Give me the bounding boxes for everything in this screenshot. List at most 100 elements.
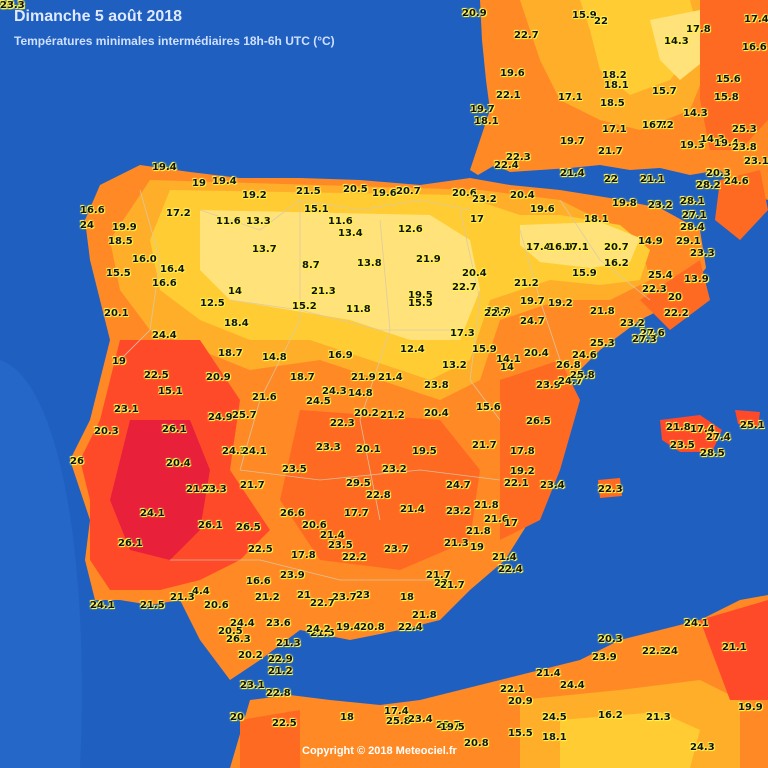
station-temperature-label: 18.9 <box>486 306 511 317</box>
station-temperature-label: 22.3 <box>506 152 531 163</box>
station-temperature-label: 24.5 <box>542 712 567 723</box>
station-temperature-label: 21 <box>297 590 311 601</box>
station-temperature-label: 17.8 <box>291 550 316 561</box>
station-temperature-label: 22.5 <box>272 718 297 729</box>
station-temperature-label: 21.5 <box>296 186 321 197</box>
station-temperature-label: 12.4 <box>400 344 425 355</box>
station-temperature-label: 21.8 <box>474 500 499 511</box>
station-temperature-label: 23.7 <box>384 544 409 555</box>
station-temperature-label: 19.7 <box>470 104 495 115</box>
station-temperature-label: 24.5 <box>306 396 331 407</box>
station-temperature-label: 19.4 <box>714 138 739 149</box>
station-temperature-label: 29.5 <box>346 478 371 489</box>
station-temperature-label: 15.9 <box>472 344 497 355</box>
station-temperature-label: 19.3 <box>680 140 705 151</box>
station-temperature-label: 22.1 <box>500 684 525 695</box>
station-temperature-label: 20.7 <box>604 242 629 253</box>
station-temperature-label: 20 <box>668 292 682 303</box>
station-temperature-label: 23 <box>356 590 370 601</box>
station-temperature-label: 24.2 <box>306 624 331 635</box>
station-temperature-label: 15.1 <box>158 386 183 397</box>
station-temperature-label: 21.3 <box>170 592 195 603</box>
station-temperature-label: 17.3 <box>450 328 475 339</box>
station-temperature-label: 19.7 <box>520 296 545 307</box>
station-temperature-label: 20.3 <box>706 168 731 179</box>
station-temperature-label: 19.6 <box>372 188 397 199</box>
station-temperature-label: 25.4 <box>648 270 673 281</box>
station-temperature-label: 24.3 <box>322 386 347 397</box>
station-temperature-label: 26.6 <box>280 508 305 519</box>
station-temperature-label: 17.1 <box>558 92 583 103</box>
station-temperature-label: 22.3 <box>330 418 355 429</box>
station-temperature-label: 17.8 <box>510 446 535 457</box>
station-temperature-label: 16.9 <box>328 350 353 361</box>
station-temperature-label: 23.5 <box>328 540 353 551</box>
station-temperature-label: 24.4 <box>152 330 177 341</box>
station-temperature-label: 24.3 <box>222 446 247 457</box>
station-temperature-label: 21.2 <box>255 592 280 603</box>
station-temperature-label: 20.7 <box>396 186 421 197</box>
station-temperature-label: 24.9 <box>208 412 233 423</box>
station-temperature-label: 19.4 <box>152 162 177 173</box>
station-temperature-label: 7.2 <box>656 120 674 131</box>
station-temperature-label: 25.3 <box>732 124 757 135</box>
station-temperature-label: 21.3 <box>276 638 301 649</box>
station-temperature-label: 24.7 <box>446 480 471 491</box>
station-temperature-label: 23.3 <box>316 442 341 453</box>
station-temperature-label: 18 <box>340 712 354 723</box>
station-temperature-label: 20.4 <box>462 268 487 279</box>
station-temperature-label: 15.9 <box>572 268 597 279</box>
station-temperature-label: 22 <box>604 174 618 185</box>
station-temperature-label: 24.4 <box>560 680 585 691</box>
station-temperature-label: 20.4 <box>424 408 449 419</box>
station-temperature-label: 18.1 <box>584 214 609 225</box>
station-temperature-label: 13.8 <box>357 258 382 269</box>
station-temperature-label: 22.7 <box>514 30 539 41</box>
station-temperature-label: 18.1 <box>474 116 499 127</box>
station-temperature-label: 23.9 <box>536 380 561 391</box>
station-temperature-label: 17.2 <box>0 0 25 11</box>
station-temperature-label: 14 <box>228 286 242 297</box>
station-temperature-label: 20.2 <box>354 408 379 419</box>
station-temperature-label: 21.7 <box>426 570 451 581</box>
station-temperature-label: 26.1 <box>198 520 223 531</box>
station-temperature-label: 16.4 <box>160 264 185 275</box>
station-temperature-label: 15 <box>0 0 14 11</box>
station-temperature-label: 22.2 <box>664 308 689 319</box>
station-temperature-label: 21.1 <box>722 642 747 653</box>
station-temperature-label: 22.8 <box>366 490 391 501</box>
station-temperature-label: 15.2 <box>292 301 317 312</box>
station-temperature-label: 24.1 <box>140 508 165 519</box>
station-temperature-label: 23.2 <box>382 464 407 475</box>
station-temperature-label: 16.6 <box>152 278 177 289</box>
station-temperature-label: 20.4 <box>510 190 535 201</box>
station-temperature-label: 22.7 <box>310 598 335 609</box>
station-temperature-label: 23.4 <box>408 714 433 725</box>
station-temperature-label: 15.1 <box>304 204 329 215</box>
station-temperature-label: 21.1 <box>640 174 665 185</box>
station-temperature-label: 20.1 <box>104 308 129 319</box>
station-temperature-label: 21.8 <box>666 422 691 433</box>
station-temperature-label: 15.7 <box>652 86 677 97</box>
station-temperature-label: 15.8 <box>714 92 739 103</box>
station-temperature-label: 18.5 <box>600 98 625 109</box>
station-temperature-label: 20.6 <box>302 520 327 531</box>
station-temperature-label: 23.3 <box>202 484 227 495</box>
station-temperature-label: 23.7 <box>332 592 357 603</box>
station-temperature-label: 28.4 <box>680 222 705 233</box>
station-temperature-label: 26.3 <box>226 634 251 645</box>
station-temperature-label: 22.3 <box>642 646 667 657</box>
station-temperature-label: 23.2 <box>472 194 497 205</box>
station-temperature-label: 17.8 <box>686 24 711 35</box>
station-temperature-label: 16.2 <box>598 710 623 721</box>
station-temperature-label: 20.5 <box>218 626 243 637</box>
station-temperature-label: 24.7 <box>520 316 545 327</box>
station-temperature-label: 24.3 <box>690 742 715 753</box>
station-temperature-label: 22.4 <box>494 160 519 171</box>
station-temperature-label: 13.3 <box>246 216 271 227</box>
station-temperature-label: 26.5 <box>236 522 261 533</box>
station-temperature-label: 23.1 <box>744 156 768 167</box>
station-temperature-label: 11.6 <box>328 216 353 227</box>
station-temperature-label: 22.1 <box>504 478 529 489</box>
map-subtitle: Températures minimales intermédiaires 18… <box>14 34 335 48</box>
